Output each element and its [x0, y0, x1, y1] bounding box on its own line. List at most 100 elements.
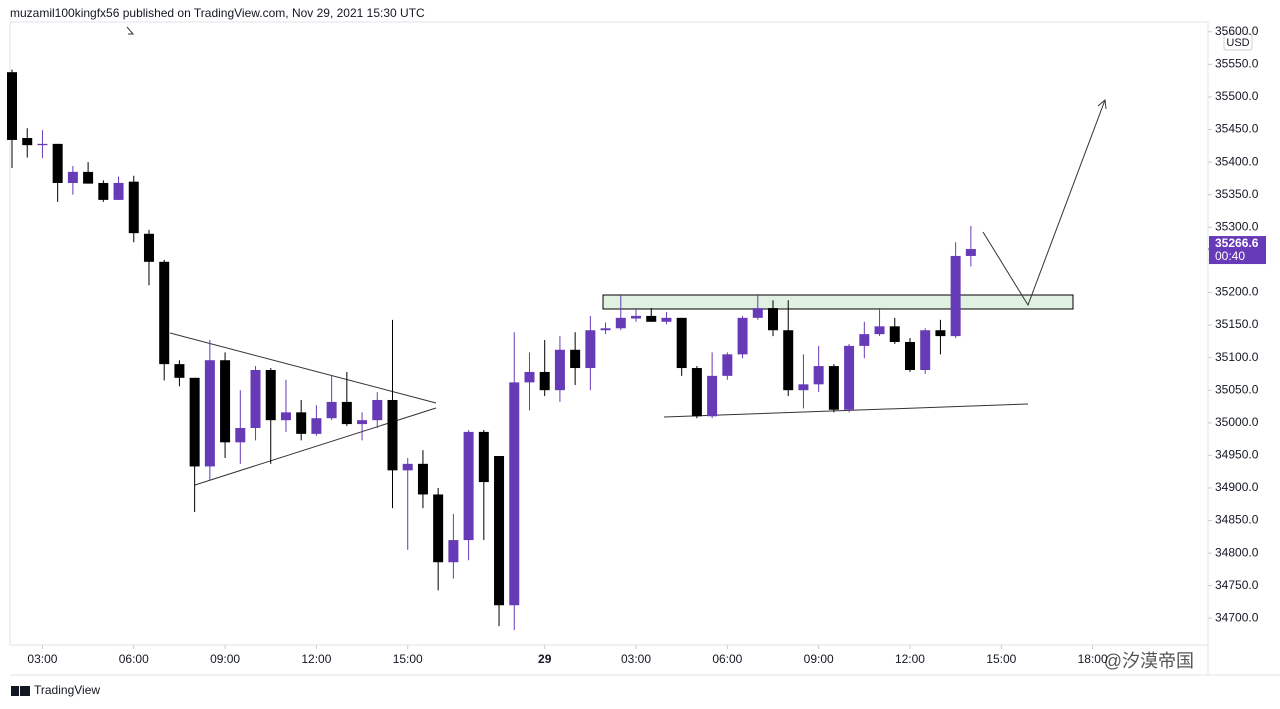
triangle-upper — [169, 332, 437, 404]
watermark: @汐漠帝国 — [1104, 651, 1194, 671]
last-price: 35266.6 — [1215, 236, 1259, 250]
candle-body — [448, 540, 459, 563]
y-tick-label: 34950.0 — [1215, 448, 1259, 462]
candle-body — [478, 431, 489, 483]
y-tick-label: 34900.0 — [1215, 480, 1259, 494]
candle-body — [737, 317, 748, 355]
y-tick-label: 35200.0 — [1215, 285, 1259, 299]
candle-body — [113, 182, 124, 200]
candle-body — [950, 255, 961, 337]
candle-body — [509, 382, 520, 606]
candle-body — [798, 384, 809, 391]
logo — [11, 686, 30, 696]
currency: USD — [1226, 37, 1249, 49]
x-tick-label: 09:00 — [210, 652, 240, 666]
candle-body — [433, 494, 444, 563]
candle-body — [844, 345, 855, 410]
x-tick-label: 06:00 — [712, 652, 742, 666]
footer: TradingView — [34, 683, 100, 697]
resistance-zone — [602, 294, 1074, 310]
candle-body — [707, 375, 718, 417]
y-tick-label: 35600.0 — [1215, 24, 1259, 38]
candle-body — [554, 349, 565, 391]
y-tick-label: 35100.0 — [1215, 350, 1259, 364]
candle-body — [585, 330, 596, 369]
x-tick-label: 12:00 — [895, 652, 925, 666]
candle-body — [813, 366, 824, 385]
candle-body — [828, 366, 839, 410]
candle-body — [296, 412, 307, 434]
candle-body — [661, 317, 672, 322]
candle-body — [387, 399, 398, 471]
x-tick-label: 29 — [538, 652, 552, 666]
y-tick-label: 34850.0 — [1215, 513, 1259, 527]
candle-body — [67, 171, 78, 183]
x-tick-label: 09:00 — [804, 652, 834, 666]
logo-mark — [11, 686, 19, 696]
candle-body — [220, 360, 231, 443]
x-tick-label: 18:00 — [1078, 652, 1108, 666]
candle-body — [357, 420, 368, 425]
candle-body — [189, 377, 200, 467]
candle-body — [402, 463, 413, 471]
candle-body — [494, 456, 505, 606]
candle-body — [965, 249, 976, 256]
candle-body — [889, 326, 900, 342]
candle-body — [311, 418, 322, 434]
candle-body — [204, 360, 215, 467]
candle-body — [37, 143, 48, 146]
candle-body — [920, 330, 931, 370]
y-tick-label: 34750.0 — [1215, 578, 1259, 592]
candle-body — [631, 315, 642, 319]
candle-body — [98, 182, 109, 200]
candle-body — [159, 261, 170, 365]
candle-body — [874, 326, 885, 335]
candle-body — [539, 371, 550, 391]
candle-body — [859, 334, 870, 346]
candle-body — [722, 354, 733, 376]
x-tick-label: 03:00 — [621, 652, 651, 666]
candle-body — [341, 401, 352, 425]
y-tick-label: 34800.0 — [1215, 545, 1259, 559]
last-price-box — [1209, 236, 1266, 265]
candle-body — [174, 364, 185, 378]
candle-body — [783, 330, 794, 391]
y-tick-label: 35350.0 — [1215, 187, 1259, 201]
y-tick-label: 35300.0 — [1215, 219, 1259, 233]
x-tick-label: 15:00 — [986, 652, 1016, 666]
candle-body — [128, 181, 139, 234]
candle-body — [280, 412, 291, 421]
candle-body — [52, 143, 63, 183]
candle-body — [250, 369, 261, 428]
candle-body — [676, 317, 687, 369]
x-tick-label: 15:00 — [393, 652, 423, 666]
candle-body — [524, 371, 535, 383]
candle-body — [235, 427, 246, 443]
candle-body — [143, 233, 154, 262]
candle-body — [22, 137, 33, 146]
candle-body — [463, 431, 474, 541]
candle-body — [935, 330, 946, 337]
countdown: 00:40 — [1215, 249, 1245, 263]
arrow-head — [1097, 99, 1107, 110]
candle-body — [904, 341, 915, 370]
candle-body — [7, 72, 17, 140]
trend-line — [663, 403, 1029, 418]
x-tick-label: 12:00 — [301, 652, 331, 666]
candle-body — [691, 368, 702, 417]
candle-body — [326, 401, 337, 419]
y-tick-label: 35500.0 — [1215, 89, 1259, 103]
y-tick-label: 35000.0 — [1215, 415, 1259, 429]
candle-body — [417, 463, 428, 495]
header: muzamil100kingfx56 published on TradingV… — [10, 6, 425, 20]
y-tick-label: 35150.0 — [1215, 317, 1259, 331]
y-tick-label: 35400.0 — [1215, 154, 1259, 168]
candle-body — [768, 308, 778, 331]
logo-mark — [20, 686, 30, 696]
x-tick-label: 03:00 — [27, 652, 57, 666]
candle-body — [265, 369, 276, 421]
currency-box — [1223, 33, 1253, 51]
projection-arrow — [982, 99, 1106, 307]
candle-body — [83, 171, 94, 184]
